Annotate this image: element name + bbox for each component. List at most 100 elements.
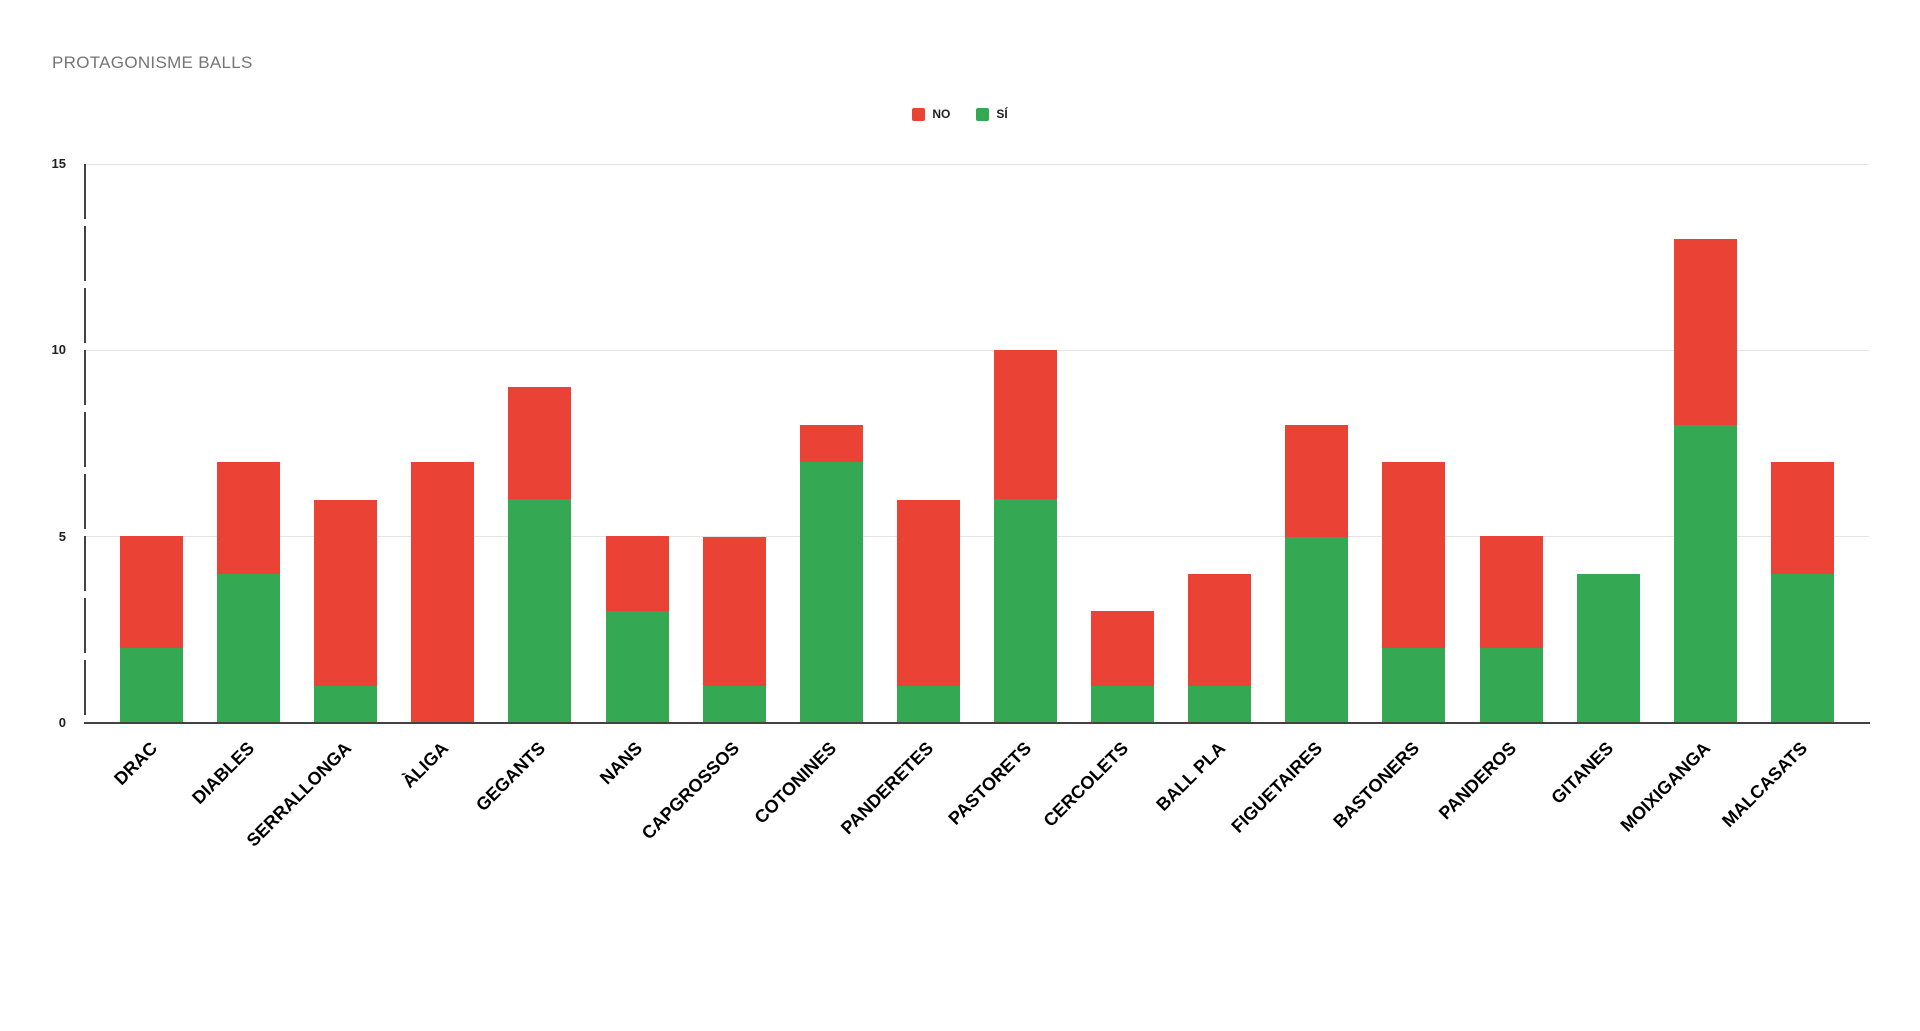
bar-nans xyxy=(605,536,669,723)
bar-àliga xyxy=(411,462,475,723)
bar-slot-cotonines xyxy=(783,164,880,723)
x-axis-label-gitanes: GITANES xyxy=(1547,738,1618,808)
bar-slot-drac xyxy=(103,164,200,723)
x-axis-label-serrallonga: SERRALLONGA xyxy=(242,738,355,851)
x-axis: DRAC DIABLES SERRALLONGA ÀLIGA GEGANTS NANS CA… xyxy=(103,738,1851,978)
bar-ball-pla xyxy=(1188,574,1252,723)
bar-slot-panderetes xyxy=(880,164,977,723)
y-axis-tick-label-10: 10 xyxy=(51,342,66,358)
x-axis-label-drac: DRAC xyxy=(109,738,161,789)
bar-segment-no-diables[interactable] xyxy=(217,462,281,574)
bar-segment-no-cotonines[interactable] xyxy=(799,425,863,462)
bar-segment-no-panderos[interactable] xyxy=(1479,536,1543,648)
bar-segment-si-capgrossos[interactable] xyxy=(702,686,766,723)
x-axis-label-nans: NANS xyxy=(596,738,647,789)
y-axis: 0 5 10 15 xyxy=(0,156,76,730)
bar-segment-no-capgrossos[interactable] xyxy=(702,537,766,686)
bar-slot-serrallonga xyxy=(297,164,394,723)
x-axis-label-panderetes: PANDERETES xyxy=(837,738,938,839)
bar-segment-si-drac[interactable] xyxy=(120,648,184,723)
x-axis-label-gegants: GEGANTS xyxy=(472,738,550,816)
chart-legend: NO SÍ xyxy=(0,107,1920,121)
x-axis-label-bastoners: BASTONERS xyxy=(1329,738,1424,832)
gridline-10 xyxy=(85,349,1869,351)
bar-panderos xyxy=(1479,536,1543,723)
bar-segment-si-ball-pla[interactable] xyxy=(1188,686,1252,723)
bar-diables xyxy=(217,462,281,723)
bar-segment-si-gegants[interactable] xyxy=(508,499,572,723)
bar-segment-no-nans[interactable] xyxy=(605,536,669,611)
gridlines-layer xyxy=(85,163,1869,723)
bar-slot-bastoners xyxy=(1365,164,1462,723)
bar-segment-no-gegants[interactable] xyxy=(508,387,572,499)
x-axis-label-panderos: PANDEROS xyxy=(1434,738,1521,824)
x-axis-line xyxy=(84,722,1870,724)
x-axis-label-pastorets: PASTORETS xyxy=(943,738,1035,829)
bar-segment-si-nans[interactable] xyxy=(605,611,669,723)
bar-slot-diables xyxy=(200,164,297,723)
x-axis-label-cotonines: COTONINES xyxy=(750,738,841,828)
bar-segment-si-figuetaires[interactable] xyxy=(1285,537,1349,723)
legend-item-no[interactable]: NO xyxy=(912,107,950,121)
bar-segment-no-panderetes[interactable] xyxy=(896,500,960,686)
x-axis-label-capgrossos: CAPGROSSOS xyxy=(637,738,744,844)
legend-label: SÍ xyxy=(996,107,1008,121)
chart-title: PROTAGONISME BALLS xyxy=(52,53,253,72)
bar-segment-si-panderetes[interactable] xyxy=(896,686,960,723)
bar-slot-cercolets xyxy=(1074,164,1171,723)
bar-segment-si-panderos[interactable] xyxy=(1479,648,1543,723)
x-axis-label-figuetaires: FIGUETAIRES xyxy=(1227,738,1327,837)
bar-cotonines xyxy=(799,425,863,723)
bar-slot-figuetaires xyxy=(1268,164,1365,723)
bar-slot-gitanes xyxy=(1560,164,1657,723)
bar-serrallonga xyxy=(314,500,378,723)
bar-segment-no-bastoners[interactable] xyxy=(1382,462,1446,648)
y-axis-tick-label-15: 15 xyxy=(51,156,66,171)
x-axis-label-moixiganga: MOIXIGANGA xyxy=(1616,738,1715,836)
x-axis-label-ball-pla: BALL PLA xyxy=(1152,738,1229,815)
bar-slot-pastorets xyxy=(977,164,1074,723)
x-axis-label-diables: DIABLES xyxy=(187,738,258,809)
legend-swatch-no xyxy=(912,107,926,121)
x-axis-label-àliga: ÀLIGA xyxy=(398,738,453,792)
bar-gegants xyxy=(508,387,572,723)
bar-segment-si-diables[interactable] xyxy=(217,574,281,723)
bar-slot-ball-pla xyxy=(1171,164,1268,723)
bar-segment-no-pastorets[interactable] xyxy=(994,350,1058,499)
bar-segment-si-malcasats[interactable] xyxy=(1770,574,1834,723)
bar-gitanes xyxy=(1576,574,1640,723)
bar-segment-si-moixiganga[interactable] xyxy=(1673,425,1737,723)
bar-segment-si-cotonines[interactable] xyxy=(799,462,863,723)
legend-item-sí[interactable]: SÍ xyxy=(976,107,1008,121)
bar-segment-no-cercolets[interactable] xyxy=(1091,611,1155,686)
bar-segment-si-serrallonga[interactable] xyxy=(314,686,378,723)
gridline-5 xyxy=(85,536,1869,538)
bar-segment-no-ball-pla[interactable] xyxy=(1188,574,1252,686)
x-axis-label-cercolets: CERCOLETS xyxy=(1039,738,1132,831)
bar-segment-si-pastorets[interactable] xyxy=(994,499,1058,723)
bar-segment-no-serrallonga[interactable] xyxy=(314,500,378,686)
plot-area xyxy=(103,164,1851,723)
bar-segment-no-àliga[interactable] xyxy=(411,462,475,723)
y-axis-tick-label-5: 5 xyxy=(58,528,66,544)
bar-segment-no-moixiganga[interactable] xyxy=(1673,239,1737,425)
bar-segment-si-gitanes[interactable] xyxy=(1576,574,1640,723)
bar-segment-si-bastoners[interactable] xyxy=(1382,648,1446,723)
legend-label: NO xyxy=(932,107,951,121)
bar-capgrossos xyxy=(702,537,766,723)
bar-segment-no-malcasats[interactable] xyxy=(1770,462,1834,574)
bar-segment-no-figuetaires[interactable] xyxy=(1285,425,1349,537)
y-axis-tick-label-0: 0 xyxy=(58,715,66,730)
bar-drac xyxy=(120,536,184,723)
bar-slot-àliga xyxy=(394,164,491,723)
bar-bastoners xyxy=(1382,462,1446,723)
bar-slot-gegants xyxy=(491,164,588,723)
bar-malcasats xyxy=(1770,462,1834,723)
legend-swatch-sí xyxy=(976,107,990,121)
bar-slot-moixiganga xyxy=(1657,164,1754,723)
bar-segment-no-drac[interactable] xyxy=(120,536,184,648)
bar-pastorets xyxy=(994,350,1058,723)
bar-segment-si-cercolets[interactable] xyxy=(1091,686,1155,723)
bar-cercolets xyxy=(1091,611,1155,723)
bar-slot-nans xyxy=(589,164,686,723)
